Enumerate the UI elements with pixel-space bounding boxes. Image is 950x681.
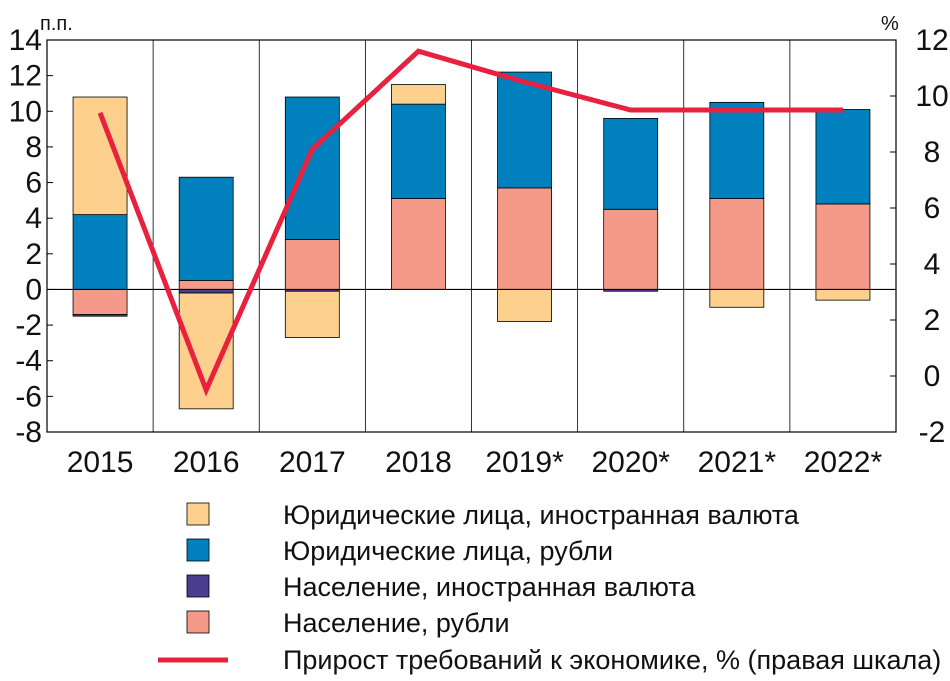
legend-swatch	[186, 610, 210, 634]
left-axis-unit: п.п.	[40, 13, 73, 35]
bar-segment	[815, 203, 871, 290]
bar-segment	[815, 109, 871, 205]
right-tick-label: 12	[915, 24, 948, 57]
bar-segment	[391, 198, 446, 290]
bar-segment	[178, 176, 234, 281]
x-tick-label: 2015	[67, 446, 134, 479]
x-tick-label: 2021*	[698, 446, 777, 479]
x-tick-label: 2018	[385, 446, 452, 479]
grid-lines	[152, 40, 791, 432]
legend-label: Юридические лица, иностранная валюта	[283, 500, 800, 530]
bar-segment	[497, 289, 552, 322]
x-tick-label: 2022*	[804, 446, 883, 479]
right-tick-label: 2	[924, 304, 941, 337]
bar-segment	[72, 214, 128, 290]
right-tick-label: 4	[924, 248, 941, 281]
x-tick-label: 2019*	[485, 446, 564, 479]
right-tick-label: 0	[924, 360, 941, 393]
left-tick-label: -6	[15, 380, 42, 413]
legend-swatch	[186, 502, 210, 526]
bar-segment	[709, 289, 765, 308]
left-tick-label: 10	[9, 95, 42, 128]
right-axis-ticks: 12 10 8 6 4 2 0 -2	[890, 24, 949, 449]
x-tick-label: 2020*	[591, 446, 670, 479]
bar-segment	[603, 118, 659, 210]
right-tick-label: 6	[924, 192, 941, 225]
left-tick-label: -4	[15, 345, 42, 378]
legend-swatch	[186, 574, 210, 598]
right-tick-label: -2	[919, 416, 946, 449]
left-tick-label: 4	[25, 202, 42, 235]
legend-swatch	[186, 538, 210, 562]
bar-segment	[497, 187, 552, 290]
left-tick-label: -8	[15, 416, 42, 449]
bar-segment	[284, 290, 340, 338]
bar-segment	[391, 103, 446, 199]
line-layer	[97, 48, 843, 397]
left-tick-label: -2	[15, 309, 42, 342]
left-tick-label: 0	[25, 273, 42, 306]
bar-segment	[497, 71, 552, 189]
bar-segment	[72, 289, 128, 315]
legend-label: Прирост требований к экономике, % (права…	[283, 645, 941, 675]
line-series	[97, 48, 843, 397]
bar-segment	[72, 313, 128, 317]
left-tick-label: 8	[25, 131, 42, 164]
bar-segment	[815, 289, 871, 301]
bar-segment	[603, 208, 659, 290]
legend: Юридические лица, иностранная валюта Юрид…	[158, 500, 941, 675]
x-tick-label: 2017	[279, 446, 346, 479]
right-tick-label: 10	[915, 80, 948, 113]
bar-segment	[284, 96, 340, 240]
bar-segment	[178, 280, 234, 290]
bar-segment	[709, 101, 765, 199]
left-tick-label: 14	[9, 24, 42, 57]
bar-segment	[284, 239, 340, 290]
right-axis-unit: %	[881, 13, 899, 35]
x-tick-label: 2016	[173, 446, 240, 479]
left-tick-label: 6	[25, 167, 42, 200]
legend-label: Население, рубли	[283, 608, 510, 638]
left-tick-label: 12	[9, 60, 42, 93]
bar-segment	[709, 198, 765, 290]
legend-label: Юридические лица, рубли	[283, 536, 613, 566]
x-axis-ticks: 2015 2016 2017 2018 2019* 2020* 2021* 2022*	[67, 446, 883, 479]
legend-label: Население, иностранная валюта	[283, 572, 696, 602]
right-tick-label: 8	[924, 136, 941, 169]
left-tick-label: 2	[25, 238, 42, 271]
bar-segment	[391, 84, 446, 105]
